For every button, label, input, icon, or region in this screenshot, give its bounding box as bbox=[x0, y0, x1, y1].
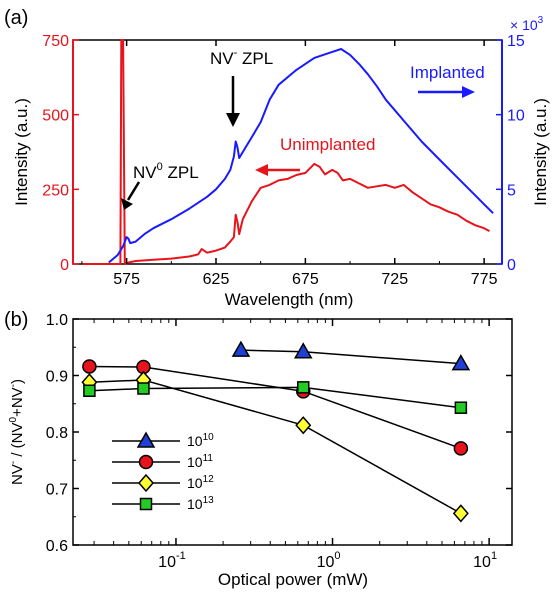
panel-a-label: (a) bbox=[4, 7, 28, 29]
series-line bbox=[89, 386, 461, 409]
legend-label: 1012 bbox=[187, 474, 214, 491]
y-tick-label: 0.8 bbox=[46, 425, 68, 442]
x-tick-label: 101 bbox=[473, 550, 497, 571]
x-tick-label: 675 bbox=[292, 271, 319, 288]
panel-b: (b) 0.6 0.7 0.8 0.9 1.0 10-1 100 101 1010 1011 1… bbox=[4, 309, 513, 589]
panel-b-label: (b) bbox=[4, 309, 28, 331]
panel-a: (a) 0 250 500 750 0 5 10 15 575 625 675 725 775 In… bbox=[4, 7, 550, 309]
y-tick-label: 0.6 bbox=[46, 538, 68, 555]
series-line bbox=[89, 379, 462, 515]
left-y-tick-label: 750 bbox=[42, 33, 69, 50]
square-marker bbox=[454, 401, 468, 414]
nv0-zpl-label: NV0 ZPL bbox=[133, 161, 199, 182]
legend-label: 1013 bbox=[187, 495, 214, 512]
nv-minus-zpl-arrow bbox=[226, 76, 240, 127]
panel-a-ylabel-left: Intensity (a.u.) bbox=[12, 98, 31, 206]
right-y-tick-label: 10 bbox=[507, 108, 525, 125]
panel-a-xlabel: Wavelength (nm) bbox=[225, 290, 354, 309]
legend-entry: 1011 bbox=[112, 453, 213, 470]
multiplier-base: × 10 bbox=[510, 17, 538, 33]
diamond-marker bbox=[452, 504, 469, 523]
x-tick-label: 725 bbox=[381, 271, 408, 288]
implanted-arrow bbox=[418, 86, 475, 98]
square-marker bbox=[139, 497, 153, 511]
multiplier-exp: 3 bbox=[538, 15, 544, 26]
legend-label: 1010 bbox=[187, 432, 214, 449]
diamond-marker bbox=[295, 416, 312, 435]
panel-b-frame bbox=[72, 318, 513, 546]
implanted-spectrum-line bbox=[108, 48, 494, 264]
x-tick-label: 10-1 bbox=[158, 550, 186, 571]
right-y-tick-label: 15 bbox=[507, 33, 525, 50]
triangle-marker bbox=[136, 431, 156, 448]
series-line bbox=[240, 349, 461, 365]
left-y-tick-label: 250 bbox=[42, 182, 69, 199]
legend-entry: 1012 bbox=[112, 473, 214, 493]
square-marker bbox=[296, 381, 310, 394]
series-10-13 bbox=[83, 381, 468, 414]
right-y-tick-label: 0 bbox=[507, 257, 516, 274]
right-y-tick-label: 5 bbox=[507, 182, 516, 199]
panel-a-right-multiplier: × 103 bbox=[510, 15, 544, 33]
unimplanted-spectrum-line bbox=[81, 39, 490, 265]
y-tick-label: 0.7 bbox=[46, 482, 68, 499]
diamond-marker bbox=[138, 473, 154, 493]
legend-entry: 1013 bbox=[112, 495, 214, 512]
square-marker bbox=[83, 384, 96, 398]
unimplanted-label: Unimplanted bbox=[280, 135, 375, 154]
left-y-tick-label: 500 bbox=[42, 108, 69, 125]
x-tick-label: 625 bbox=[203, 271, 230, 288]
triangle-marker bbox=[293, 342, 313, 359]
triangle-marker bbox=[451, 354, 471, 371]
x-tick-label: 575 bbox=[113, 271, 140, 288]
unimplanted-arrow bbox=[255, 164, 300, 176]
panel-a-ylabel-right: Intensity (a.u.) bbox=[531, 98, 550, 206]
triangle-marker bbox=[231, 340, 251, 357]
circle-marker bbox=[82, 359, 97, 374]
legend-label: 1011 bbox=[187, 453, 213, 470]
implanted-label: Implanted bbox=[410, 63, 485, 82]
left-y-tick-label: 0 bbox=[60, 257, 69, 274]
panel-b-ylabel: NV- / (NV0+NV-) bbox=[8, 379, 26, 485]
series-line bbox=[89, 365, 462, 450]
y-tick-label: 1.0 bbox=[46, 312, 68, 329]
series-10-10 bbox=[231, 340, 471, 371]
panel-b-xlabel: Optical power (mW) bbox=[218, 570, 368, 589]
y-tick-label: 0.9 bbox=[46, 369, 68, 386]
nv-minus-zpl-label: NV- ZPL bbox=[210, 47, 273, 68]
square-marker bbox=[137, 382, 150, 395]
legend-entry: 1010 bbox=[112, 431, 214, 449]
circle-marker bbox=[453, 441, 469, 456]
nv0-zpl-arrow bbox=[121, 181, 141, 210]
circle-marker bbox=[138, 454, 154, 470]
x-tick-label: 100 bbox=[317, 550, 341, 571]
x-tick-label: 775 bbox=[471, 271, 498, 288]
